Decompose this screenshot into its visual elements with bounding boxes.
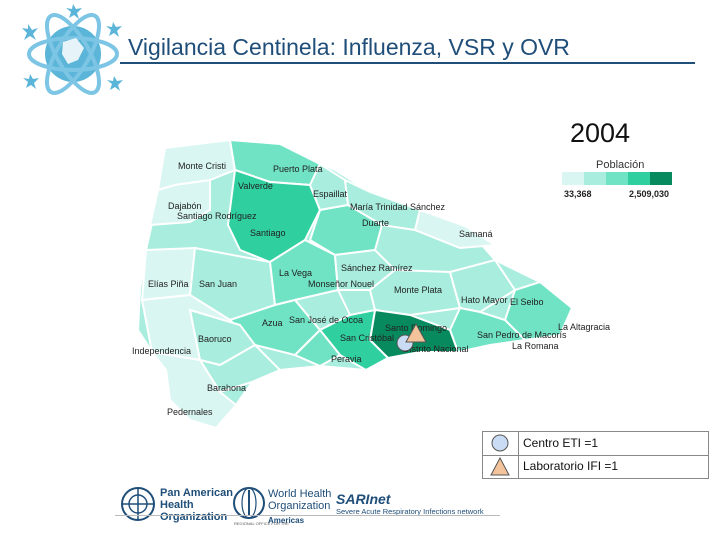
province-label: Barahona [207,383,247,393]
who-line-1: World Health [268,488,332,500]
paho-line-1: Pan American [160,487,233,499]
province-shape-elias-pina [140,246,197,302]
triangle-icon [490,456,510,476]
province-label: Baoruco [198,334,232,344]
province-label: San Juan [199,279,238,289]
province-label: Valverde [238,181,273,191]
legend-max-label: 2,509,030 [629,189,670,199]
title-underline [120,62,695,64]
footer-divider [115,515,500,516]
lab-marker-icon [405,323,427,343]
legend-swatch-5 [650,172,672,185]
province-label: Monte Cristi [178,161,227,171]
province-label: Monseñor Nouel [308,279,375,289]
province-label: Monte Plata [394,285,443,295]
paho-line-2: Health [160,499,194,511]
lab-label: Laboratorio IFI =1 [523,459,619,473]
who-region: Americas [268,516,305,525]
eti-label: Centro ETI =1 [523,436,599,450]
sarinet-logo: SARInet [336,491,391,507]
who-logo-icon [233,487,265,519]
province-label: La Altagracia [558,322,611,332]
province-label: Pedernales [167,407,213,417]
legend-swatch-3 [606,172,628,185]
province-shape-dajabon [148,178,211,227]
province-label: La Vega [279,268,313,278]
province-shape-samana [413,208,499,250]
symbol-legend-row-eti: Centro ETI =1 [483,432,708,456]
legend-swatch-1 [562,172,584,185]
province-label: Duarte [362,218,390,228]
province-label: San José de Ocoa [289,315,364,325]
province-label: Espaillat [313,189,348,199]
province-label: Azua [262,318,283,328]
province-shape-hato-mayor [448,258,517,314]
who-line-2: Organization [268,500,331,512]
legend-swatch-2 [584,172,606,185]
province-label: Independencia [132,346,192,356]
legend-swatch-4 [628,172,650,185]
province-label: San Cristóbal [340,333,395,343]
globe-logo-icon [22,4,123,95]
paho-logo-icon [121,487,155,521]
legend-min-label: 33,368 [564,189,592,199]
province-shape-pedernales [149,350,238,430]
province-label: Peravia [331,354,362,364]
province-label: San Pedro de Macorís [477,330,567,340]
page-title: Vigilancia Centinela: Influenza, VSR y O… [128,34,570,60]
province-label: La Romana [512,341,559,351]
symbol-legend: Centro ETI =1 Laboratorio IFI =1 [482,431,709,479]
province-label: Samaná [459,229,493,239]
paho-line-3: Organization [160,511,228,523]
province-label: Distrito Nacional [403,344,469,354]
province-label: Puerto Plata [273,164,323,174]
sarinet-subtitle: Severe Acute Respiratory Infections netw… [336,507,484,516]
circle-icon [491,434,509,452]
choropleth-map [136,138,574,430]
who-regional-office: REGIONAL OFFICE FOR THE [234,521,289,526]
province-label: Santiago [250,228,286,238]
province-label: Sánchez Ramírez [341,263,413,273]
map-year: 2004 [570,118,631,148]
province-label: María Trinidad Sánchez [350,202,446,212]
province-label: Dajabón [168,201,202,211]
province-label: Hato Mayor [461,295,508,305]
province-shape-peravia [293,328,342,368]
symbol-legend-row-lab: Laboratorio IFI =1 [483,455,708,478]
province-label: Santiago Rodríguez [177,211,257,221]
province-label: Elías Piña [148,279,189,289]
province-label: El Seibo [510,297,544,307]
legend-title: Población [596,159,645,171]
